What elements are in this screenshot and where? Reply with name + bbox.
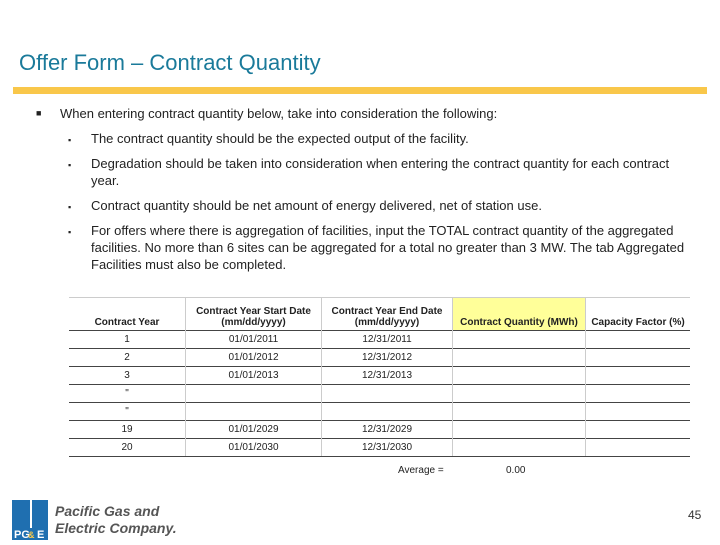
table-cell — [585, 330, 690, 349]
table-cell: 2 — [69, 348, 186, 367]
table-row: " — [69, 402, 690, 421]
table-cell: " — [69, 384, 186, 403]
table-row: " — [69, 384, 690, 403]
table-cell — [185, 384, 322, 403]
table-cell — [585, 384, 690, 403]
svg-text:PG: PG — [14, 529, 30, 540]
table-cell: 01/01/2012 — [185, 348, 322, 367]
company-name: Pacific Gas and Electric Company. — [55, 503, 177, 536]
table-cell: 20 — [69, 438, 186, 457]
table-cell — [321, 402, 453, 421]
sub-bullet: ▪ For offers where there is aggregation o… — [68, 223, 685, 272]
contract-quantity-table: Contract Year Contract Year Start Date (… — [69, 297, 690, 457]
table-cell — [585, 348, 690, 367]
table-row: 2 01/01/2012 12/31/2012 — [69, 348, 690, 367]
header-contract-year: Contract Year — [69, 297, 186, 331]
bullet-icon: ▪ — [68, 202, 72, 212]
table-cell: 12/31/2012 — [321, 348, 453, 367]
table-cell: 12/31/2013 — [321, 366, 453, 385]
table-cell — [585, 366, 690, 385]
table-cell: 12/31/2030 — [321, 438, 453, 457]
table-cell — [452, 402, 586, 421]
bullet-icon: ▪ — [68, 160, 72, 170]
table-cell: 19 — [69, 420, 186, 439]
table-cell: 1 — [69, 330, 186, 349]
table-cell: 01/01/2030 — [185, 438, 322, 457]
table-cell — [452, 366, 586, 385]
table-cell: 01/01/2011 — [185, 330, 322, 349]
bullet-icon: ▪ — [68, 227, 72, 237]
table-cell — [585, 402, 690, 421]
slide-title: Offer Form – Contract Quantity — [19, 50, 321, 75]
header-end-date: Contract Year End Date (mm/dd/yyyy) — [321, 297, 453, 331]
sub-bullet: ▪ The contract quantity should be the exp… — [68, 130, 688, 147]
svg-text:E: E — [37, 529, 44, 540]
table-row: 19 01/01/2029 12/31/2029 — [69, 420, 690, 439]
table-cell: " — [69, 402, 186, 421]
sub-bullet: ▪ Contract quantity should be net amount … — [68, 197, 688, 214]
table-cell — [585, 438, 690, 457]
table-cell: 01/01/2013 — [185, 366, 322, 385]
bullet-icon: ▪ — [68, 135, 72, 145]
bullet-icon: ■ — [36, 108, 42, 118]
table-cell: 01/01/2029 — [185, 420, 322, 439]
page-number: 45 — [688, 508, 702, 522]
table-cell: 3 — [69, 366, 186, 385]
header-start-date: Contract Year Start Date (mm/dd/yyyy) — [185, 297, 322, 331]
table-cell — [452, 438, 586, 457]
table-cell — [452, 330, 586, 349]
table-cell: 12/31/2029 — [321, 420, 453, 439]
table-cell — [452, 420, 586, 439]
svg-text:&: & — [28, 530, 35, 540]
sub-bullet: ▪ Degradation should be taken into consid… — [68, 156, 670, 188]
table-row: 1 01/01/2011 12/31/2011 — [69, 330, 690, 349]
table-cell — [452, 348, 586, 367]
accent-bar — [13, 87, 707, 94]
table-cell — [185, 402, 322, 421]
table-cell — [585, 420, 690, 439]
table-cell — [452, 384, 586, 403]
header-capacity-factor: Capacity Factor (%) — [585, 297, 690, 331]
header-contract-quantity: Contract Quantity (MWh) — [452, 297, 586, 331]
average-label: Average = — [398, 465, 444, 476]
pge-logo: PG & E — [12, 500, 48, 545]
table-cell: 12/31/2011 — [321, 330, 453, 349]
table-cell — [321, 384, 453, 403]
average-value: 0.00 — [506, 465, 526, 476]
table-row: 20 01/01/2030 12/31/2030 — [69, 438, 690, 457]
table-row: 3 01/01/2013 12/31/2013 — [69, 366, 690, 385]
